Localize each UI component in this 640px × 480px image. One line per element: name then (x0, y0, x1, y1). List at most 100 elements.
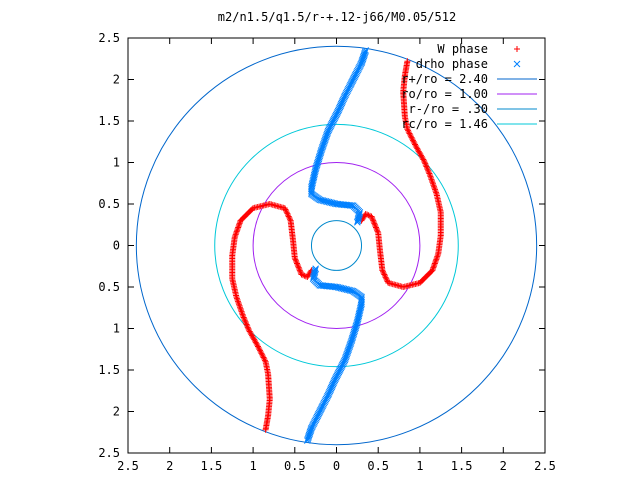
data-point-84 (429, 179, 436, 186)
data-point-280 (261, 355, 268, 362)
data-point-75 (424, 166, 431, 173)
data-point-416 (286, 216, 293, 223)
x-tick-label-6: 0.5 (367, 459, 389, 473)
data-point-320 (235, 299, 242, 306)
x-tick-label-8: 1.5 (451, 459, 473, 473)
legend-label-1: drho phase (416, 57, 488, 71)
data-point-445 (293, 259, 300, 266)
data-point-70 (421, 159, 428, 166)
data-point-211 (374, 228, 381, 235)
legend-label-4: r-/ro = .30 (409, 102, 488, 116)
data-point-48 (405, 129, 412, 136)
data-point-50 (407, 131, 414, 138)
data-point-217 (371, 220, 378, 227)
data-point-282 (259, 353, 266, 360)
data-point-315 (238, 307, 245, 314)
data-point-213 (373, 225, 380, 232)
data-point-210 (375, 230, 382, 237)
data-point-46 (404, 126, 411, 133)
data-point-410 (283, 207, 290, 214)
chart-title: m2/n1.5/q1.5/r-+.12-j66/M0.05/512 (218, 10, 456, 24)
data-point-86 (430, 182, 437, 189)
data-point-283 (259, 351, 266, 358)
data-point-0 (514, 46, 520, 52)
data-point-52 (408, 134, 415, 141)
series-1 (303, 47, 370, 444)
data-point-451 (296, 267, 303, 274)
data-point-278 (262, 358, 269, 365)
data-point-0 (513, 60, 521, 68)
data-point-68 (420, 156, 427, 163)
data-point-81 (427, 174, 434, 181)
y-tick-label-6: 0.5 (98, 197, 120, 211)
data-point-220 (369, 216, 376, 223)
y-tick-label-7: 1 (113, 156, 120, 170)
data-point-71 (422, 160, 429, 167)
data-point-413 (285, 212, 292, 219)
data-point-289 (254, 343, 261, 350)
data-point-322 (234, 296, 241, 303)
data-point-143 (353, 218, 361, 226)
y-tick-label-4: 0.5 (98, 280, 120, 294)
data-point-455 (299, 272, 306, 279)
data-point-89 (432, 186, 439, 193)
data-point-88 (431, 185, 438, 192)
data-point-409 (282, 206, 289, 213)
x-tick-label-1: 2 (166, 459, 173, 473)
data-point-212 (374, 227, 381, 234)
data-point-214 (372, 224, 379, 231)
legend-label-3: ro/ro = 1.00 (401, 87, 488, 101)
data-point-80 (427, 173, 434, 180)
data-point-83 (428, 177, 435, 184)
axis-ticks: 2.5 2 1.5 1 0.5 0 0.5 1 1.5 2 2.52.521.510.500.511… (98, 31, 556, 473)
data-point-319 (235, 301, 242, 308)
data-point-222 (368, 213, 375, 220)
data-point-314 (238, 308, 245, 315)
data-point-303 (244, 324, 251, 331)
data-point-449 (295, 264, 302, 271)
data-point-87 (431, 183, 438, 190)
data-point-288 (255, 344, 262, 351)
data-point-55 (410, 138, 417, 145)
x-tick-label-10: 2.5 (534, 459, 556, 473)
data-point-318 (236, 302, 243, 309)
x-tick-label-2: 1.5 (201, 459, 223, 473)
data-point-154 (417, 278, 424, 285)
data-point-446 (294, 260, 301, 267)
series-0 (229, 58, 444, 433)
data-point-408 (281, 205, 288, 212)
y-tick-label-5: 0 (113, 239, 120, 253)
data-point-182 (381, 271, 388, 278)
data-point-287 (256, 346, 263, 353)
data-point-412 (284, 210, 291, 217)
data-point-142 (354, 217, 362, 225)
data-point-51 (407, 133, 414, 140)
x-tick-label-5: 0 (333, 459, 340, 473)
data-point-447 (294, 261, 301, 268)
data-point-311 (240, 313, 247, 320)
circle-mark-2 (310, 220, 363, 271)
data-point-284 (258, 350, 265, 357)
data-point-316 (237, 305, 244, 312)
data-point-178 (383, 277, 390, 284)
data-point-313 (239, 310, 246, 317)
legend-label-5: rc/ro = 1.46 (401, 117, 488, 131)
data-point-223 (367, 212, 374, 219)
legend-label-2: r+/ro = 2.40 (401, 72, 488, 86)
data-point-79 (426, 171, 433, 178)
data-point-450 (296, 266, 303, 273)
data-point-442 (291, 254, 298, 261)
data-point-72 (422, 162, 429, 169)
data-point-49 (406, 130, 413, 137)
data-point-215 (372, 223, 379, 230)
y-tick-label-8: 1.5 (98, 114, 120, 128)
data-point-179 (383, 275, 390, 282)
circle-mark-0 (135, 45, 538, 446)
data-point-78 (426, 170, 433, 177)
x-tick-label-4: 0.5 (284, 459, 306, 473)
data-point-448 (295, 263, 302, 270)
legend-marker-1 (513, 60, 521, 68)
data-point-218 (370, 218, 377, 225)
data-point-302 (245, 325, 252, 332)
